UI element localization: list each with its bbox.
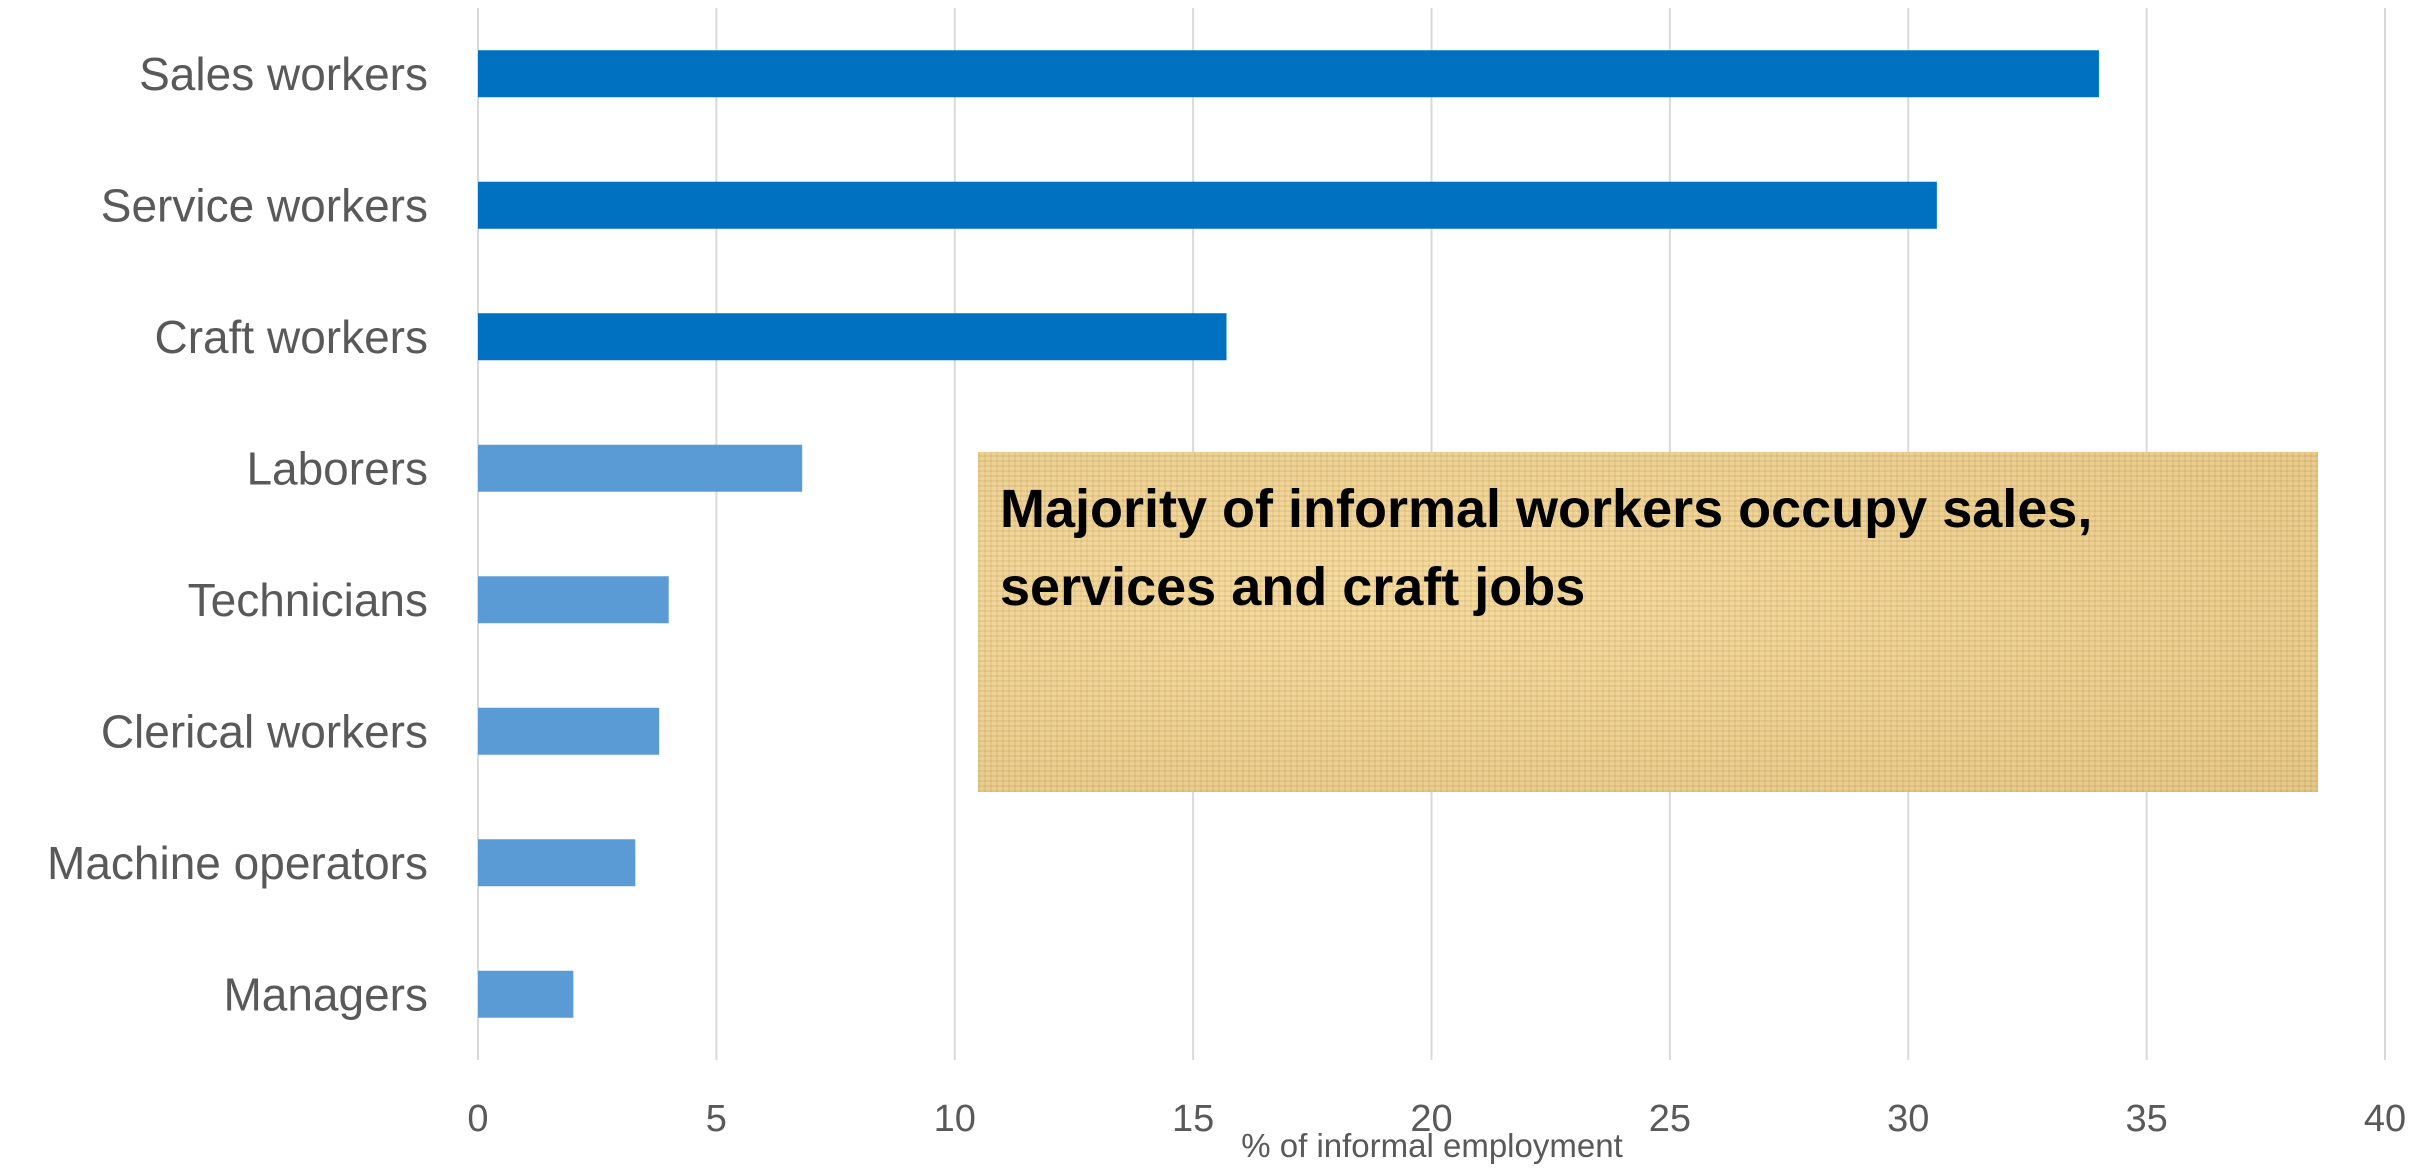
bar xyxy=(478,313,1227,361)
category-label: Sales workers xyxy=(139,48,428,100)
bars xyxy=(478,50,2099,1018)
category-label: Service workers xyxy=(101,179,428,231)
bar xyxy=(478,444,803,492)
x-tick-label: 15 xyxy=(1172,1098,1214,1140)
bar xyxy=(478,839,636,887)
x-tick-label: 25 xyxy=(1649,1098,1691,1140)
category-label: Craft workers xyxy=(155,311,428,363)
bar xyxy=(478,970,574,1018)
x-tick-label: 30 xyxy=(1887,1098,1929,1140)
x-tick-labels: 0 5 10 15 20 25 30 35 40 xyxy=(467,1098,2406,1140)
bar xyxy=(478,707,660,755)
category-label: Laborers xyxy=(246,442,428,494)
bar xyxy=(478,576,669,624)
x-tick-label: 10 xyxy=(934,1098,976,1140)
annotation-box: Majority of informal workers occupy sale… xyxy=(978,452,2318,792)
x-tick-label: 35 xyxy=(2125,1098,2167,1140)
bar xyxy=(478,50,2099,98)
category-label: Technicians xyxy=(188,574,428,626)
bar xyxy=(478,181,1937,229)
x-tick-label: 5 xyxy=(706,1098,727,1140)
x-tick-label: 40 xyxy=(2364,1098,2406,1140)
category-label: Machine operators xyxy=(47,837,428,889)
x-tick-label: 20 xyxy=(1410,1098,1452,1140)
x-axis-title: % of informal employment xyxy=(1241,1127,1622,1164)
category-label: Managers xyxy=(223,968,428,1020)
category-label: Clerical workers xyxy=(101,705,428,757)
x-tick-label: 0 xyxy=(467,1098,488,1140)
category-labels: Sales workers Service workers Craft worker… xyxy=(47,48,428,1021)
annotation-text: Majority of informal workers occupy sale… xyxy=(1000,479,2093,617)
